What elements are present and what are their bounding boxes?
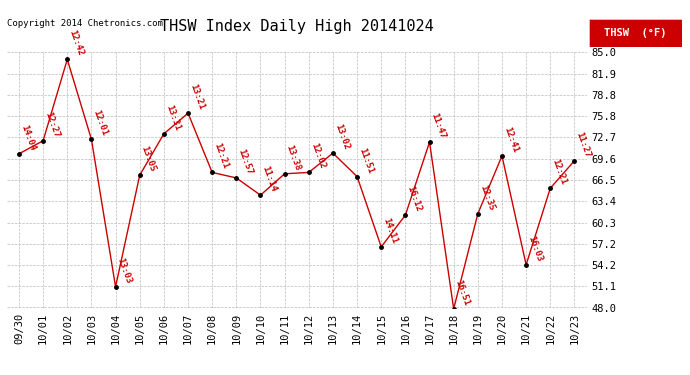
Text: 12:42: 12:42 <box>68 29 85 57</box>
Text: 11:27: 11:27 <box>574 130 592 159</box>
Text: 16:03: 16:03 <box>526 234 544 263</box>
Text: 12:41: 12:41 <box>502 126 520 154</box>
Text: 12:57: 12:57 <box>236 147 254 176</box>
Text: 12:27: 12:27 <box>43 110 61 139</box>
Text: 11:14: 11:14 <box>261 165 278 193</box>
Text: 16:51: 16:51 <box>454 279 471 307</box>
Text: 13:21: 13:21 <box>188 83 206 111</box>
Text: 16:12: 16:12 <box>406 185 423 213</box>
Text: 13:05: 13:05 <box>139 145 157 173</box>
Text: 13:38: 13:38 <box>284 143 302 172</box>
Text: 14:04: 14:04 <box>19 123 37 152</box>
Text: 12:21: 12:21 <box>551 158 568 186</box>
Text: 11:47: 11:47 <box>429 112 447 140</box>
Text: 12:35: 12:35 <box>477 183 495 212</box>
Text: 12:21: 12:21 <box>213 142 230 170</box>
Text: 12:01: 12:01 <box>91 109 109 137</box>
Text: 12:02: 12:02 <box>308 142 326 170</box>
Text: 14:11: 14:11 <box>381 216 399 245</box>
Text: Copyright 2014 Chetronics.com: Copyright 2014 Chetronics.com <box>7 19 163 28</box>
Text: 13:02: 13:02 <box>333 123 351 151</box>
Text: 11:51: 11:51 <box>357 146 375 174</box>
Text: THSW  (°F): THSW (°F) <box>604 28 667 38</box>
Text: THSW Index Daily High 20141024: THSW Index Daily High 20141024 <box>160 19 433 34</box>
Text: 13:03: 13:03 <box>115 256 133 285</box>
Text: 13:31: 13:31 <box>164 104 181 132</box>
